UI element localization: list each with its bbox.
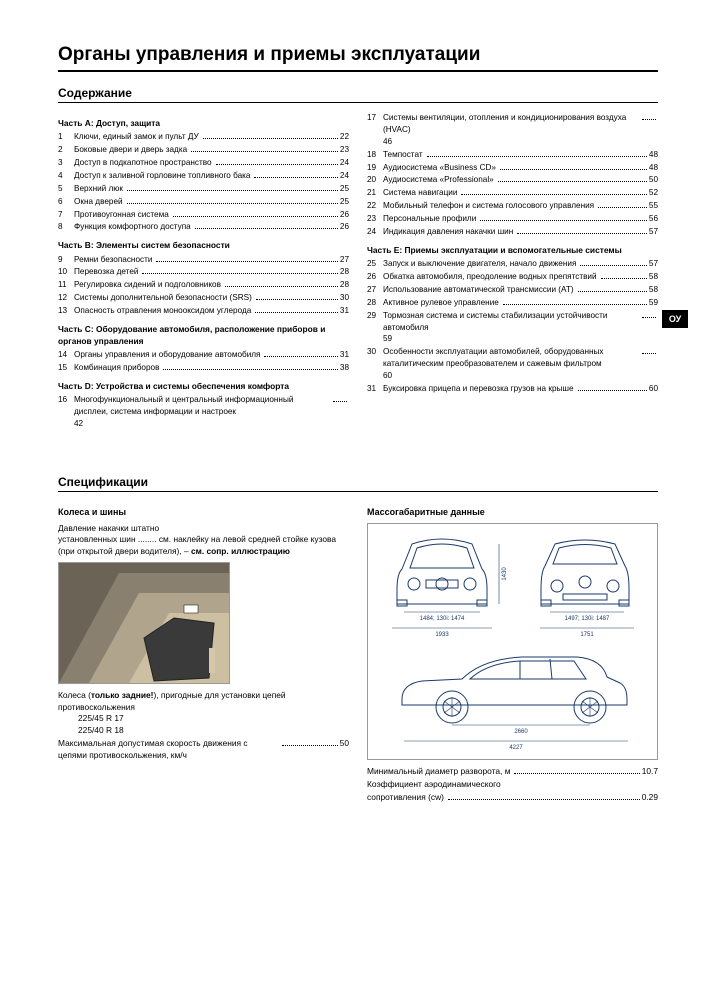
door-photo	[58, 562, 230, 684]
toc-row: 24Индикация давления накачки шин57	[367, 226, 658, 238]
toc-row: 17Системы вентиляции, отопления и кондиц…	[367, 112, 658, 148]
page-title: Органы управления и приемы эксплуатации	[58, 44, 658, 72]
toc-row: 1Ключи, единый замок и пульт ДУ22	[58, 131, 349, 143]
tire-size: 225/40 R 18	[78, 725, 349, 737]
dims-turn-row: Минимальный диаметр разворота, м 10.7	[367, 766, 658, 778]
wheels-speed-row: Максимальная допустимая скорость движени…	[58, 738, 349, 762]
spec-columns: Колеса и шины Давление накачки штатно ус…	[58, 500, 658, 804]
toc-row: 4Доступ к заливной горловине топливного …	[58, 170, 349, 182]
toc-row: 6Окна дверей25	[58, 196, 349, 208]
svg-text:2660: 2660	[514, 729, 528, 735]
svg-text:1430: 1430	[502, 566, 508, 580]
svg-text:4227: 4227	[509, 745, 523, 751]
toc-part-head: Часть C: Оборудование автомобиля, распол…	[58, 323, 349, 347]
toc-row: 28Активное рулевое управление59	[367, 297, 658, 309]
toc-row: 3Доступ в подкапотное пространство24	[58, 157, 349, 169]
toc-row: 9Ремни безопасности27	[58, 254, 349, 266]
spec-heading: Спецификации	[58, 475, 658, 492]
toc-row: 18Темпостат48	[367, 149, 658, 161]
toc-left-column: Часть A: Доступ, защита 1Ключи, единый за…	[58, 111, 349, 431]
toc-row: 7Противоугонная система26	[58, 209, 349, 221]
toc-row: 23Персональные профили56	[367, 213, 658, 225]
svg-text:1484; 130i: 1474: 1484; 130i: 1474	[420, 616, 465, 622]
toc-part-head: Часть A: Доступ, защита	[58, 117, 349, 129]
toc-row: 26Обкатка автомобиля, преодоление водных…	[367, 271, 658, 283]
toc-heading: Содержание	[58, 86, 658, 103]
tire-sizes: 225/45 R 17225/40 R 18	[78, 713, 349, 737]
toc-row: 2Боковые двери и дверь задка23	[58, 144, 349, 156]
toc-row: 29Тормозная система и системы стабилизац…	[367, 310, 658, 346]
toc-row: 12Системы дополнительной безопасности (S…	[58, 292, 349, 304]
toc-row: 31Буксировка прицепа и перевозка грузов …	[367, 383, 658, 395]
toc-row: 5Верхний люк25	[58, 183, 349, 195]
toc-row: 15Комбинация приборов38	[58, 362, 349, 374]
wheels-chains-text: Колеса (только задние!), пригодные для у…	[58, 690, 349, 714]
toc-row: 25Запуск и выключение двигателя, начало …	[367, 258, 658, 270]
toc-row: 30Особенности эксплуатации автомобилей, …	[367, 346, 658, 382]
toc-part-head: Часть D: Устройства и системы обеспечени…	[58, 380, 349, 392]
toc-row: 21Система навигации52	[367, 187, 658, 199]
toc-row: 27Использование автоматической трансмисс…	[367, 284, 658, 296]
dims-heading: Массогабаритные данные	[367, 506, 658, 519]
dims-cw-row: Коэффициент аэродинамического сопротивле…	[367, 779, 658, 804]
toc-part-head: Часть E: Приемы эксплуатации и вспомогат…	[367, 244, 658, 256]
toc-row: 16Многофункциональный и центральный инфо…	[58, 394, 349, 430]
toc-part-head: Часть B: Элементы систем безопасности	[58, 239, 349, 251]
toc: Часть A: Доступ, защита 1Ключи, единый за…	[58, 111, 658, 431]
svg-text:1751: 1751	[580, 632, 594, 638]
toc-row: 13Опасность отравления монооксидом углер…	[58, 305, 349, 317]
car-dimensions-figure: 1430 1484; 130i: 1474 1933	[367, 523, 658, 761]
toc-row: 22Мобильный телефон и система голосового…	[367, 200, 658, 212]
tire-size: 225/45 R 17	[78, 713, 349, 725]
toc-row: 11Регулировка сидений и подголовников28	[58, 279, 349, 291]
svg-text:1933: 1933	[435, 632, 449, 638]
svg-text:1497; 130i: 1487: 1497; 130i: 1487	[565, 616, 610, 622]
toc-right-column: 17Системы вентиляции, отопления и кондиц…	[367, 111, 658, 431]
toc-row: 10Перевозка детей28	[58, 266, 349, 278]
wheels-heading: Колеса и шины	[58, 506, 349, 519]
toc-row: 20Аудиосистема «Professional»50	[367, 174, 658, 186]
toc-row: 8Функция комфортного доступа26	[58, 221, 349, 233]
toc-row: 19Аудиосистема «Business CD»48	[367, 162, 658, 174]
wheels-text: Давление накачки штатно установленных ши…	[58, 523, 349, 558]
toc-row: 14Органы управления и оборудование автом…	[58, 349, 349, 361]
spec-right: Массогабаритные данные	[367, 500, 658, 804]
side-tab: ОУ	[662, 310, 688, 328]
spec-left: Колеса и шины Давление накачки штатно ус…	[58, 500, 349, 804]
